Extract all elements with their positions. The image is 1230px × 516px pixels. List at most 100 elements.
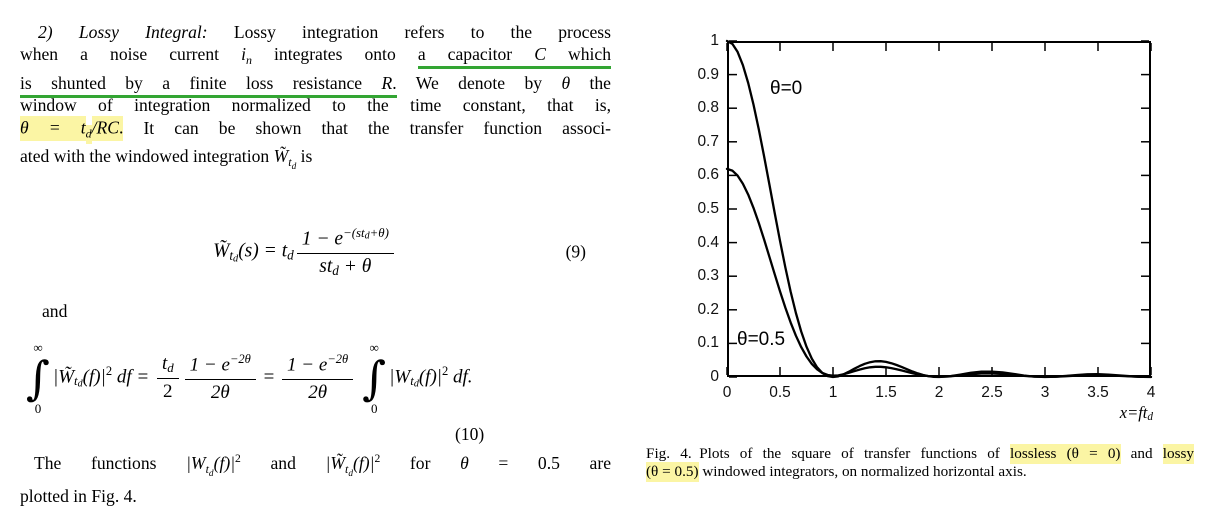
math-sub-t: t	[74, 373, 78, 389]
y-tick-label: 0	[710, 368, 719, 385]
highlighted-caption-text: lossy	[1162, 444, 1195, 464]
body-text: ated with the windowed integration	[20, 146, 274, 167]
math-term: |W̃	[52, 366, 75, 388]
curve-label-theta05: θ=0.5	[737, 329, 786, 350]
body-text: for	[380, 452, 461, 473]
body-text: the	[570, 72, 611, 93]
math-term: (f)|	[82, 366, 106, 388]
x-tick-label: 3.5	[1087, 384, 1109, 401]
section-heading: 2) Lossy Integral:	[38, 22, 208, 42]
caption-text: Plots of the square of transfer function…	[691, 445, 1011, 462]
fraction: 1 − e−2θ 2θ	[184, 352, 256, 403]
equals-sign: =	[258, 366, 280, 388]
equation-text: (s) =	[238, 240, 282, 262]
y-tick-label: 1	[710, 32, 719, 49]
body-text: window of integration normalized to the …	[20, 95, 611, 116]
math-subsub-d: d	[348, 469, 354, 480]
closing-paragraph: The functions |Wtd(f)|2 and |W̃td(f)|2 f…	[20, 448, 611, 508]
math-var-W-tilde: W̃	[273, 146, 289, 167]
body-text: = 0.5 are	[468, 452, 612, 473]
math-term: df.	[448, 366, 473, 388]
fraction: 1 − e−2θ 2θ	[282, 352, 354, 403]
equation-10: ∞ ∫ 0 |W̃td(f)|2 df = td 2 1 − e−2θ 2θ = 1 − e…	[20, 341, 610, 415]
y-tick-label: 0.7	[697, 132, 719, 150]
x-axis-label: x=ftd	[1120, 403, 1153, 423]
squared-exponent: 2	[374, 452, 381, 465]
x-tick-label: 4	[1146, 384, 1156, 401]
curve-label-theta0: θ=0	[770, 78, 803, 99]
denominator: 2θ	[210, 381, 230, 403]
math-var-i: i	[241, 44, 246, 65]
math-sub-t: t	[205, 461, 209, 476]
body-text: and	[240, 452, 326, 473]
denominator: st	[319, 255, 333, 277]
highlighted-formula: /RC	[91, 116, 119, 141]
squared-exponent: 2	[442, 364, 449, 379]
numerator: 1 − e	[287, 354, 328, 376]
integral-sign: ∫	[26, 351, 50, 405]
numerator-sub-d: d	[167, 359, 174, 375]
body-text: when a noise current	[20, 44, 242, 65]
x-tick-label: 2.5	[981, 384, 1003, 401]
x-tick-label: 0.5	[769, 384, 791, 401]
body-text: integrates onto	[251, 44, 418, 65]
math-term: (f)|	[353, 452, 375, 473]
math-subsub-d: d	[233, 253, 239, 265]
math-sub-t: t	[410, 373, 414, 389]
body-text: plotted in Fig. 4.	[20, 486, 137, 507]
integral-upper-limit: ∞	[33, 340, 43, 355]
body-text: is	[296, 146, 313, 167]
exponent: −2θ	[229, 352, 251, 367]
green-underlined-text: which	[545, 44, 612, 70]
paragraph1-line3: is shunted by a finite loss resistance R…	[20, 72, 611, 98]
math-sub-d: d	[287, 247, 294, 263]
y-tick-label: 0.8	[697, 99, 719, 117]
denominator: 2	[163, 380, 173, 402]
left-text-column: 2) Lossy Integral: Lossy integration ref…	[20, 21, 612, 179]
equation-9: W̃td(s) = td 1 − e−(std+θ) std + θ (9)	[20, 226, 590, 278]
math-subsub-d: d	[413, 378, 419, 390]
x-tick-label: 2	[934, 384, 944, 401]
math-var-theta: θ	[460, 452, 469, 473]
y-tick-label: 0.6	[697, 166, 719, 184]
exponent: −2θ	[327, 352, 349, 367]
integral-upper-limit: ∞	[369, 340, 379, 355]
math-var-t: t	[281, 240, 288, 262]
math-var-theta: θ	[561, 72, 571, 93]
squared-exponent: 2	[105, 364, 113, 379]
paragraph1-line6: ated with the windowed integration W̃td …	[20, 145, 611, 179]
curve-series-1	[725, 167, 1153, 379]
caption-text: and	[1120, 445, 1163, 462]
green-underlined-text: a capacitor	[417, 44, 535, 70]
exponent-sub-d: d	[364, 230, 370, 242]
math-var-C: C	[534, 44, 546, 70]
x-tick-label: 1	[828, 384, 838, 401]
math-term: |W	[186, 452, 206, 473]
green-underlined-text: .	[392, 72, 397, 98]
math-term: |W̃	[325, 452, 346, 473]
fraction: td 2	[156, 353, 179, 403]
paragraph1-line5: θ = td/RC. It can be shown that the tran…	[20, 116, 611, 145]
y-tick-label: 0.1	[697, 334, 719, 352]
math-subsub-d: d	[208, 469, 214, 480]
green-underlined-text: is shunted by a finite loss resistance	[20, 72, 382, 98]
math-sub-d: d	[85, 125, 92, 144]
caption-text: windowed integrators, on normalized hori…	[698, 462, 1027, 480]
math-subsub-d: d	[77, 378, 83, 390]
x-axis-label-text: x=ft	[1119, 403, 1148, 422]
integral-with-limits: ∞ ∫ 0	[26, 341, 50, 415]
math-term: (f)|	[213, 452, 236, 473]
x-axis-label-sub-d: d	[1147, 411, 1153, 424]
x-tick-label: 0	[722, 384, 732, 401]
caption-line2: (θ = 0.5) windowed integrators, on norma…	[646, 461, 1194, 482]
math-sub-t: t	[345, 461, 349, 476]
equation-number-10: (10)	[455, 424, 485, 444]
denominator-sub-d: d	[332, 262, 339, 278]
math-var-R: R	[381, 72, 393, 98]
math-sub-n: n	[245, 53, 252, 68]
equation-number-9: (9)	[565, 241, 586, 262]
body-text: Lossy integration refers to the process	[207, 22, 611, 42]
exponent: −(st	[343, 226, 365, 240]
y-tick-label: 0.3	[697, 267, 719, 285]
